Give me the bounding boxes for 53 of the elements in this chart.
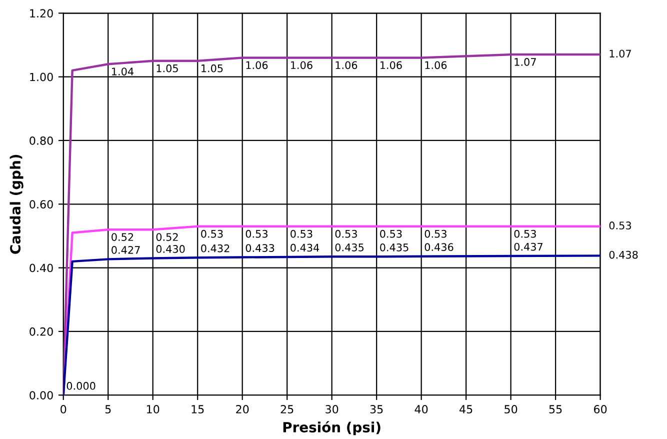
data-label: 0.430 [156,245,185,253]
x-tick-label: 45 [460,405,472,414]
data-label: 0.435 [380,243,408,252]
data-label: 0.53 [380,230,402,238]
data-label: 0.427 [112,246,140,254]
y-tick-label: 0.60 [30,200,53,209]
data-label: 1.05 [202,64,223,72]
y-tick-label: 1.20 [30,9,53,18]
data-label: 1.05 [156,64,178,72]
y-tick-label: 0.00 [30,391,53,400]
x-tick-label: 35 [370,405,383,414]
x-tick-label: 0 [60,405,66,414]
y-tick-label: 1.00 [30,72,53,82]
data-label: 0.000 [66,382,96,390]
data-label: 0.434 [290,244,320,252]
data-label: 0.53 [246,230,268,238]
data-label: 0.53 [609,222,631,230]
x-tick-label: 5 [105,405,111,414]
data-label: 1.07 [610,50,631,58]
data-label: 1.06 [291,61,312,70]
data-label: 0.432 [201,244,230,252]
x-axis-title: Presión (psi) [283,421,380,436]
data-label: 0.53 [290,230,312,238]
x-tick-label: 10 [147,405,160,414]
data-label: 0.436 [424,243,454,252]
y-tick-label: 0.20 [30,327,53,336]
data-label: 0.435 [335,243,364,252]
x-tick-label: 50 [504,405,518,414]
data-label: 1.07 [514,58,536,66]
data-label: 1.06 [336,61,358,70]
x-tick-label: 40 [414,405,428,414]
data-label: 1.06 [425,61,447,70]
y-tick-label: 0.40 [30,264,53,272]
x-tick-label: 30 [326,405,338,414]
x-tick-label: 60 [594,405,607,414]
data-label: 0.438 [609,250,638,259]
data-label: 0.52 [156,233,178,241]
data-label: 1.04 [112,68,134,76]
y-tick-label: 0.80 [30,136,53,145]
data-label: 1.06 [246,61,268,70]
data-label: 0.52 [112,233,134,241]
data-label: 0.53 [424,230,446,238]
data-label: 0.53 [335,230,357,238]
data-label: 0.437 [514,242,543,251]
data-label: 0.433 [246,244,274,252]
x-tick-label: 25 [280,405,294,414]
data-label: 0.53 [514,230,536,238]
data-label: 0.53 [201,230,223,238]
x-tick-label: 20 [236,405,249,414]
x-tick-label: 55 [549,405,562,414]
x-tick-label: 15 [192,405,204,414]
data-label: 1.06 [380,61,402,70]
y-axis-title: Caudal (gph) [10,154,24,254]
